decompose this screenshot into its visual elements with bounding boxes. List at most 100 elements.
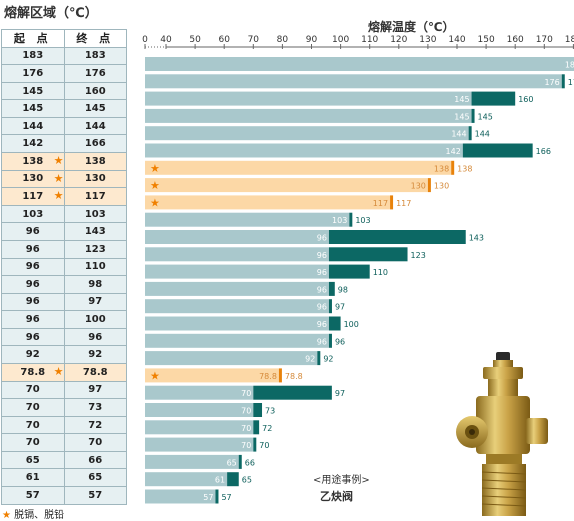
- start-cell: 96: [1, 292, 65, 312]
- bar-start-label: 70: [241, 441, 251, 450]
- end-value: 123: [84, 243, 106, 255]
- melting-range-table: 起 点 终 点 183 183 176 176 145 160 145 145 144 144 14…: [1, 29, 127, 505]
- start-cell: 145: [1, 81, 65, 101]
- bar-melting-range: [238, 454, 242, 469]
- table-row: 70 70: [1, 433, 127, 452]
- star-icon: ★: [53, 364, 64, 378]
- x-tick-label: 180: [565, 35, 574, 45]
- start-cell: 70: [1, 398, 65, 417]
- end-cell: 160: [63, 81, 127, 101]
- bar-start-label: 96: [317, 268, 327, 277]
- end-value: 98: [88, 278, 103, 290]
- bar-base: [145, 212, 350, 227]
- bar-start-label: 96: [317, 234, 327, 243]
- bar-start-label: 78.8: [259, 372, 277, 381]
- x-tick-label: 80: [277, 35, 289, 45]
- bar-base: [145, 91, 472, 106]
- bar-start-label: 96: [317, 285, 327, 294]
- start-cell: 70: [1, 380, 65, 400]
- bar-end-label: 117: [396, 199, 411, 208]
- x-tick-label: 50: [189, 35, 201, 45]
- bar-end-label: 103: [355, 216, 370, 225]
- chart-title: 熔解温度（℃）: [368, 20, 455, 34]
- bar-end-label: 100: [344, 320, 359, 329]
- start-value: 103: [22, 208, 44, 220]
- start-cell: 144: [1, 116, 65, 136]
- start-value: 144: [22, 120, 44, 132]
- bar-melting-range: [253, 385, 332, 400]
- bar-base: [145, 195, 391, 210]
- end-value: 97: [88, 384, 103, 396]
- start-cell: 96: [1, 239, 65, 259]
- bar-melting-range: [328, 264, 370, 279]
- end-cell: 70: [63, 433, 127, 452]
- bar-start-label: 57: [203, 493, 213, 502]
- bar-start-label: 117: [373, 199, 388, 208]
- bar-end-label: 145: [478, 112, 493, 121]
- bar-start-label: 138: [434, 164, 449, 173]
- table-row: 144 144: [1, 116, 127, 136]
- start-value: 61: [25, 472, 40, 484]
- end-cell: 145: [63, 99, 127, 118]
- start-value: 70: [25, 384, 40, 396]
- table-row: 142 166: [1, 134, 127, 154]
- start-value: 70: [25, 401, 40, 413]
- end-cell: 176: [63, 64, 127, 83]
- bar-start-label: 70: [241, 424, 251, 433]
- bar-end-label: 144: [475, 130, 490, 139]
- bar-end-label: 92: [323, 355, 333, 364]
- end-value: 65: [88, 472, 103, 484]
- end-value: 103: [84, 208, 106, 220]
- bar-base: [145, 74, 562, 89]
- x-tick-label: 0: [142, 35, 148, 45]
- bar-melting-range: [390, 195, 394, 210]
- end-value: 96: [88, 331, 103, 343]
- bar-end-label: 130: [434, 182, 449, 191]
- end-value: 78.8: [82, 366, 108, 378]
- bar-base: [145, 472, 228, 487]
- x-tick-label: 40: [160, 35, 172, 45]
- star-icon: ★: [150, 369, 160, 382]
- bar-start-label: 103: [332, 216, 347, 225]
- table-row: 78.8 ★ 78.8: [1, 362, 127, 382]
- start-value: 57: [25, 490, 40, 502]
- bar-base: [145, 143, 463, 158]
- bar-melting-range: [427, 178, 431, 193]
- bar-base: [145, 437, 254, 452]
- table-row: 92 92: [1, 345, 127, 364]
- end-value: 166: [84, 138, 106, 150]
- end-value: 176: [84, 67, 106, 79]
- start-value: 70: [25, 437, 40, 449]
- x-tick-label: 170: [536, 35, 553, 45]
- bar-end-label: 160: [518, 95, 533, 104]
- bar-melting-range: [328, 316, 341, 331]
- footnote: ★ 脱镉、脱铅: [2, 506, 64, 521]
- star-icon: ★: [150, 196, 160, 209]
- end-cell: 144: [63, 116, 127, 136]
- bar-base: [145, 108, 472, 123]
- bar-end-label: 166: [536, 147, 551, 156]
- bar-end-label: 123: [411, 251, 426, 260]
- end-cell: 72: [63, 415, 127, 435]
- bar-end-label: 97: [335, 303, 345, 312]
- chart-plot-area: 0 40 50 60 70 80 90 100 110 120 130 140 150 160 170 180…: [142, 35, 574, 504]
- bar-base: [145, 454, 239, 469]
- start-value: 183: [22, 50, 44, 62]
- bar-melting-range: [451, 160, 455, 175]
- usage-example-name: 乙炔阀: [320, 490, 353, 503]
- start-cell: 103: [1, 204, 65, 224]
- start-value: 96: [25, 296, 40, 308]
- start-value: 78.8: [20, 366, 46, 378]
- bar-base: [145, 281, 329, 296]
- star-icon: ★: [2, 510, 11, 521]
- x-tick-label: 120: [390, 35, 407, 45]
- bar-start-label: 145: [454, 112, 469, 121]
- start-cell: 117 ★: [1, 187, 65, 206]
- end-cell: 97: [63, 292, 127, 312]
- start-cell: 70: [1, 433, 65, 452]
- table-row: 57 57: [1, 486, 127, 505]
- bar-melting-range: [278, 368, 282, 383]
- table-row: 130 ★ 130: [1, 169, 127, 189]
- star-icon: ★: [150, 162, 160, 175]
- bar-base: [145, 126, 469, 141]
